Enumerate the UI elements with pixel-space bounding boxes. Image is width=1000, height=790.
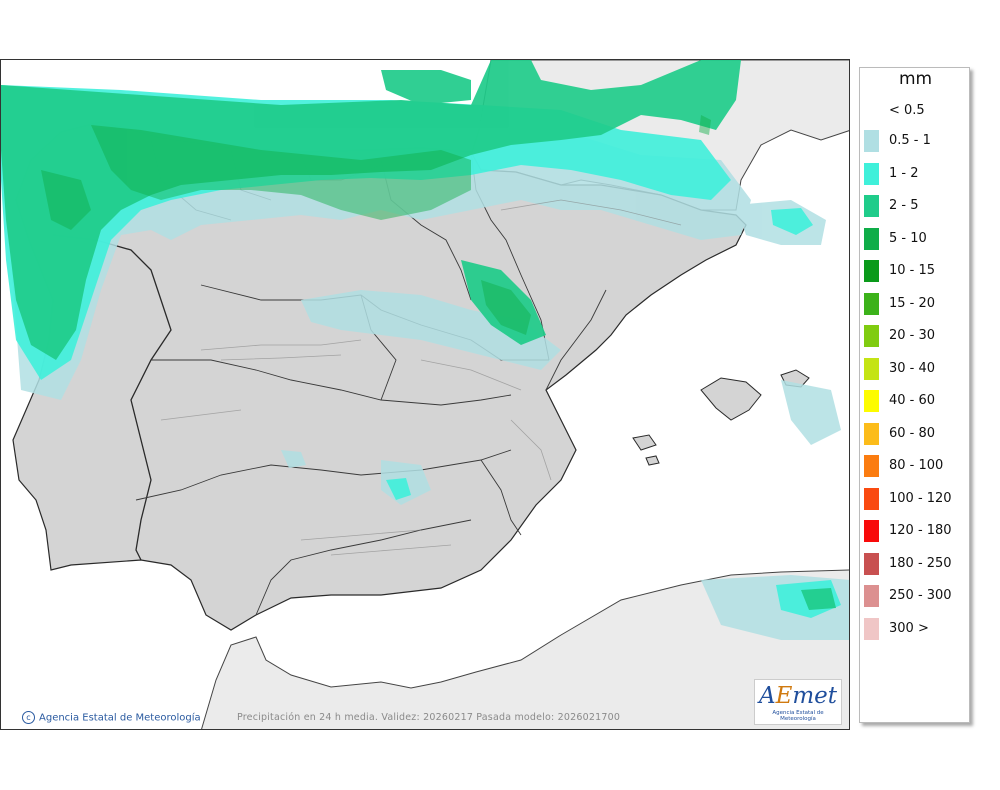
legend-swatch	[864, 553, 879, 575]
legend-swatch	[864, 488, 879, 510]
legend-swatch	[864, 455, 879, 477]
legend-swatch	[864, 260, 879, 282]
map-caption: Precipitación en 24 h media. Validez: 20…	[237, 712, 621, 723]
legend-label: 250 - 300	[889, 588, 952, 603]
legend-label: 300 >	[889, 621, 929, 636]
legend-label: 15 - 20	[889, 296, 936, 311]
legend-label: 180 - 250	[889, 556, 952, 571]
africa-land	[201, 569, 849, 729]
legend-swatch	[864, 423, 879, 445]
legend-label: 120 - 180	[889, 523, 952, 538]
legend-swatch	[864, 390, 879, 412]
legend-swatch	[864, 520, 879, 542]
legend-label: 10 - 15	[889, 263, 936, 278]
precip-5-10mm	[41, 115, 711, 335]
logo-wordmark: AEmet	[758, 683, 838, 709]
legend-swatch	[864, 293, 879, 315]
legend-swatch	[864, 228, 879, 250]
credit-label: Agencia Estatal de Meteorología	[39, 712, 201, 724]
map-svg	[1, 60, 849, 729]
legend-label: 80 - 100	[889, 458, 944, 473]
legend-swatch	[864, 195, 879, 217]
legend-swatch	[864, 358, 879, 380]
legend-swatch	[864, 100, 879, 122]
legend-swatch	[864, 585, 879, 607]
aemet-logo: AEmet Agencia Estatal de Meteorología	[754, 679, 842, 725]
precipitation-map	[0, 59, 850, 730]
precip-2-5mm	[1, 60, 836, 610]
legend-label: 100 - 120	[889, 491, 952, 506]
legend-swatch	[864, 325, 879, 347]
legend-swatch	[864, 618, 879, 640]
copyright-icon: c	[22, 711, 35, 724]
legend-swatch	[864, 130, 879, 152]
legend-label: 20 - 30	[889, 328, 936, 343]
legend-label: < 0.5	[889, 103, 925, 118]
legend-label: 0.5 - 1	[889, 133, 931, 148]
legend-title: mm	[898, 69, 933, 89]
legend-swatch	[864, 163, 879, 185]
logo-subtitle: Agencia Estatal de Meteorología	[772, 710, 824, 722]
precipitation-legend: mm < 0.5 0.5 - 1 1 - 2 2 - 5 5 - 10 10 -…	[859, 67, 970, 723]
legend-label: 30 - 40	[889, 361, 936, 376]
terrain-ridges	[160, 199, 682, 556]
legend-label: 40 - 60	[889, 393, 936, 408]
legend-label: 5 - 10	[889, 231, 927, 246]
legend-label: 60 - 80	[889, 426, 936, 441]
credit-text: c Agencia Estatal de Meteorología	[22, 711, 201, 724]
legend-label: 2 - 5	[889, 198, 919, 213]
legend-label: 1 - 2	[889, 166, 919, 181]
